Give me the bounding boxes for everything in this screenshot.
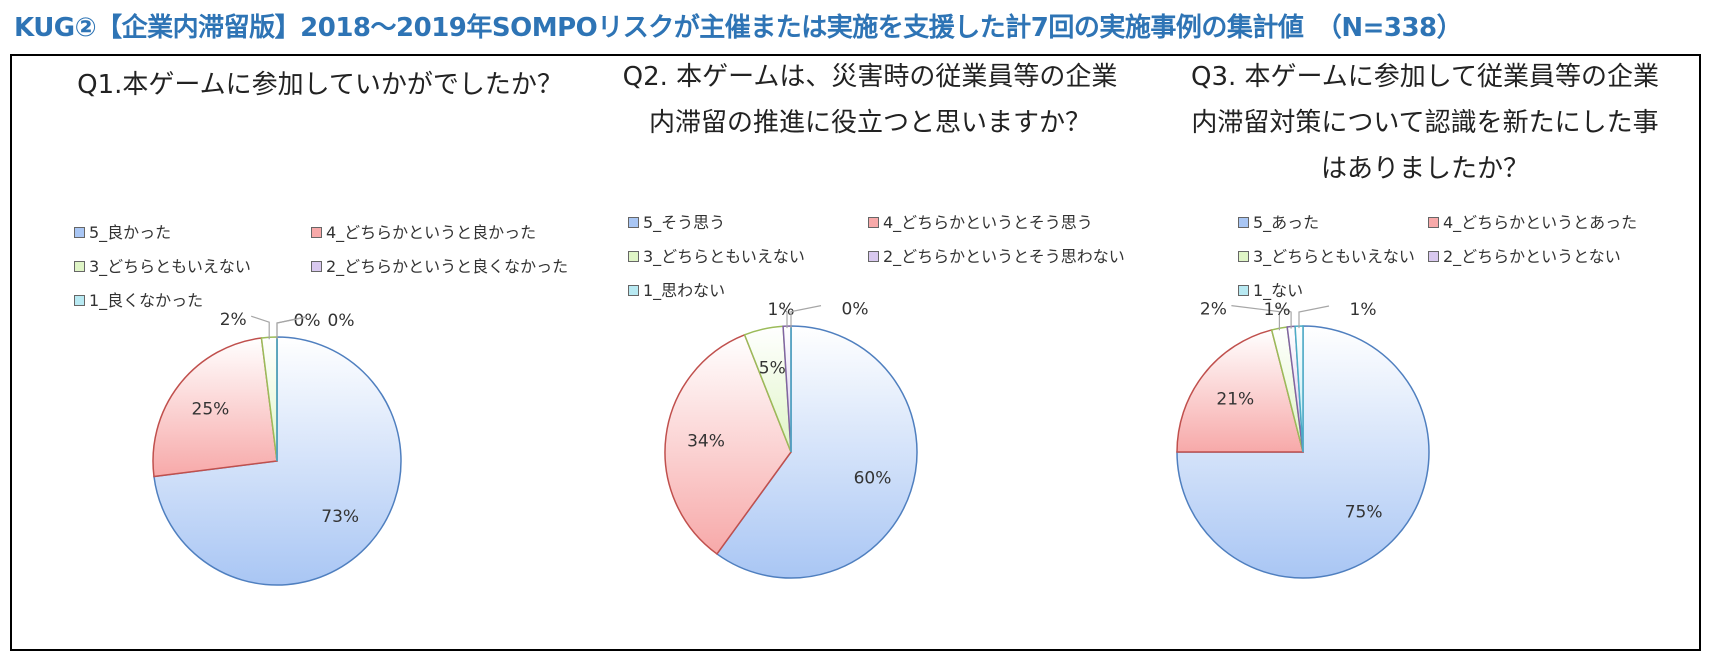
chart-title: Q1.本ゲームに参加していかがでしたか？: [77, 70, 563, 100]
data-label: 1%: [1264, 300, 1291, 320]
leader-line: [1231, 305, 1281, 331]
chart-title: Q3. 本ゲームに参加して従業員等の企業内滞留対策について認識を新たにした事はあ…: [1191, 62, 1659, 184]
legend-label: 3_どちらともいえない: [1253, 247, 1415, 266]
data-label: 25%: [192, 399, 230, 419]
pie-slice: [1176, 329, 1304, 453]
legend-label: 2_どちらかというとそう思わない: [883, 247, 1125, 266]
legend-swatch-3: [1238, 251, 1249, 262]
data-label: 73%: [321, 507, 359, 527]
pie-slice: [152, 337, 278, 478]
legend-item-1: 1_ない: [1238, 280, 1303, 302]
legend-item-4: 4_どちらかというと良かった: [311, 222, 536, 244]
leader-line: [276, 316, 308, 339]
data-label: 2%: [1200, 300, 1227, 320]
legend-swatch-4: [868, 217, 879, 228]
legend-item-5: 5_良かった: [74, 222, 171, 244]
legend-swatch-2: [868, 251, 879, 262]
legend-item-4: 4_どちらかというとあった: [1428, 212, 1637, 234]
chart-title: Q2. 本ゲームは、災害時の従業員等の企業内滞留の推進に役立つと思いますか？: [622, 62, 1118, 138]
legend-swatch-3: [628, 251, 639, 262]
page-title: KUG②【企業内滞留版】2018～2019年SOMPOリスクが主催または実施を支…: [14, 13, 1463, 43]
legend-item-2: 2_どちらかというと良くなかった: [311, 256, 568, 278]
chart-q3: Q3. 本ゲームに参加して従業員等の企業内滞留対策について認識を新たにした事はあ…: [1160, 54, 1700, 651]
legend-swatch-5: [1238, 217, 1249, 228]
legend-label: 4_どちらかというと良かった: [326, 223, 537, 242]
legend-swatch-1: [1238, 285, 1249, 296]
legend-label: 5_そう思う: [643, 213, 726, 232]
legend-item-1: 1_良くなかった: [74, 290, 203, 312]
legend-item-5: 5_そう思う: [628, 212, 725, 234]
legend-item-1: 1_思わない: [628, 280, 725, 302]
data-label: 1%: [768, 300, 795, 320]
legend-item-2: 2_どちらかというとそう思わない: [868, 246, 1125, 268]
legend-label: 4_どちらかというとそう思う: [883, 213, 1093, 232]
leader-line: [251, 315, 270, 340]
leader-line: [778, 305, 788, 329]
data-label: 0%: [294, 311, 321, 331]
pie-slice: [715, 325, 918, 579]
legend-swatch-3: [74, 261, 85, 272]
data-label: 2%: [220, 310, 247, 330]
legend-label: 5_あった: [1253, 213, 1320, 232]
legend-label: 1_良くなかった: [89, 291, 204, 310]
legend-label: 4_どちらかというとあった: [1443, 213, 1638, 232]
data-label: 34%: [687, 431, 725, 451]
data-label: 0%: [842, 300, 869, 320]
legend-item-5: 5_あった: [1238, 212, 1319, 234]
legend-swatch-1: [74, 295, 85, 306]
legend-item-3: 3_どちらともいえない: [74, 256, 251, 278]
pie-chart: 75% 21% 2% 1% 1%: [1176, 300, 1430, 579]
legend-item-4: 4_どちらかというとそう思う: [868, 212, 1093, 234]
legend-swatch-2: [311, 261, 322, 272]
data-label: 0%: [328, 311, 355, 331]
pie-chart: 60% 34% 5% 1% 0%: [664, 300, 918, 579]
leader-line: [1298, 305, 1330, 329]
legend-swatch-1: [628, 285, 639, 296]
data-label: 21%: [1216, 390, 1254, 410]
legend-item-3: 3_どちらともいえない: [1238, 246, 1415, 268]
legend-item-3: 3_どちらともいえない: [628, 246, 805, 268]
legend-swatch-2: [1428, 251, 1439, 262]
chart-frame: [10, 54, 1701, 651]
data-label: 5%: [759, 358, 786, 378]
chart-q1: Q1.本ゲームに参加していかがでしたか？ 5_良かった 4_どちらかというと良か…: [40, 54, 600, 651]
legend-label: 1_思わない: [643, 281, 726, 300]
data-label: 60%: [854, 469, 892, 489]
legend-label: 1_ない: [1253, 281, 1304, 300]
legend-label: 3_どちらともいえない: [89, 257, 251, 276]
legend-label: 3_どちらともいえない: [643, 247, 805, 266]
legend-swatch-4: [1428, 217, 1439, 228]
chart-q2: Q2. 本ゲームは、災害時の従業員等の企業内滞留の推進に役立つと思いますか？ 5…: [600, 54, 1160, 651]
leader-line: [790, 305, 822, 328]
pie-slice: [664, 333, 792, 555]
leader-line: [1274, 305, 1292, 329]
legend-swatch-4: [311, 227, 322, 238]
data-label: 1%: [1350, 300, 1377, 320]
legend-swatch-5: [628, 217, 639, 228]
data-label: 75%: [1345, 503, 1383, 523]
legend-item-2: 2_どちらかというとない: [1428, 246, 1621, 268]
legend-label: 2_どちらかというと良くなかった: [326, 257, 569, 276]
pie-chart: 73% 25% 2% 0% 0%: [152, 310, 402, 586]
legend-label: 5_良かった: [89, 223, 172, 242]
legend-label: 2_どちらかというとない: [1443, 247, 1621, 266]
pie-slice: [1176, 325, 1430, 579]
legend-swatch-5: [74, 227, 85, 238]
